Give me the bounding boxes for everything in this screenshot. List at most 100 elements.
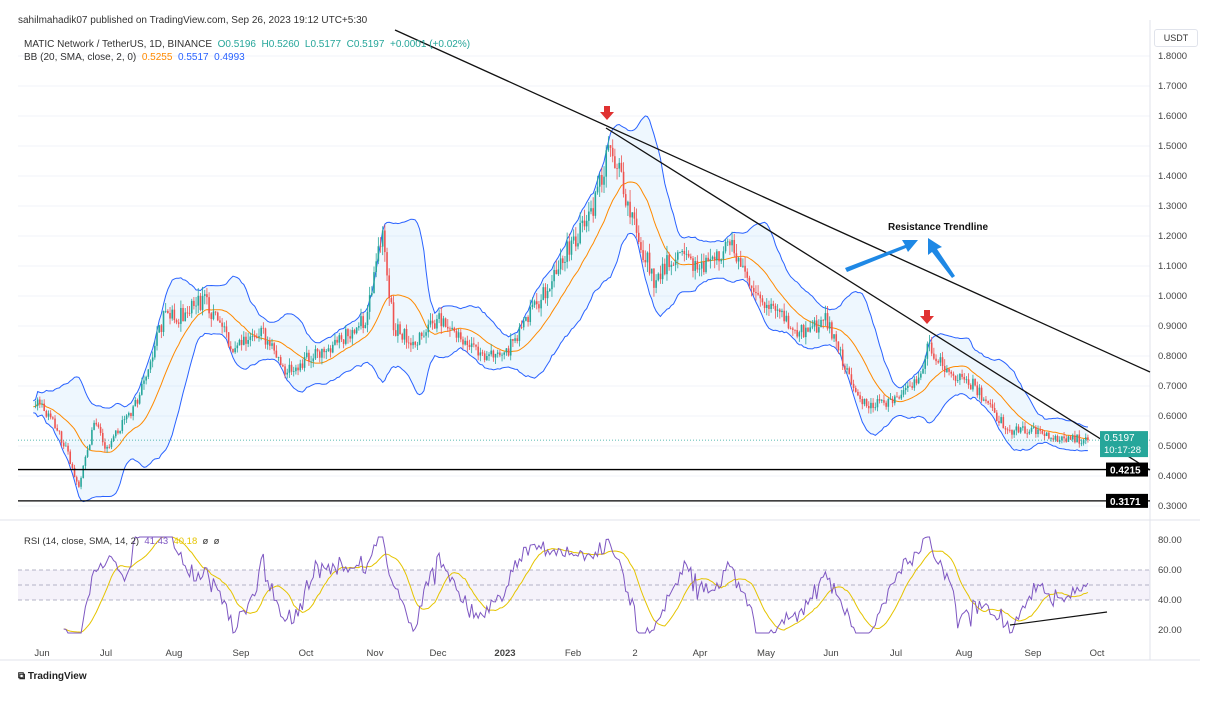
candle-body	[260, 327, 262, 337]
candle-body	[436, 318, 438, 329]
rsi-label[interactable]: RSI (14, close, SMA, 14, 2)	[24, 536, 140, 547]
candle-body	[865, 398, 868, 407]
candle-body	[876, 399, 879, 408]
price-tick-label: 1.4000	[1158, 171, 1187, 182]
candle-body	[540, 299, 542, 309]
candle-body	[392, 302, 395, 331]
candle-body	[379, 246, 382, 248]
candle-body	[564, 261, 566, 263]
candle-body	[162, 311, 165, 332]
candle-body	[525, 316, 527, 321]
candle-body	[93, 422, 95, 430]
candle-body	[75, 477, 78, 482]
price-tick-label: 0.8000	[1158, 351, 1187, 362]
candle-body	[195, 305, 197, 307]
price-tick-label: 0.5000	[1158, 441, 1187, 452]
time-tick-label: Jul	[100, 648, 112, 659]
candle-body	[507, 348, 510, 356]
candle-body	[794, 329, 796, 331]
candle-body	[368, 295, 371, 312]
candle-body	[670, 264, 673, 267]
candle-body	[290, 364, 293, 372]
candle-body	[214, 311, 217, 313]
candle-body	[206, 294, 208, 298]
candle-body	[716, 251, 718, 261]
candle-body	[618, 162, 621, 169]
candle-body	[475, 344, 477, 347]
candle-body	[594, 192, 597, 216]
candle-body	[703, 262, 705, 273]
price-tick-label: 1.7000	[1158, 81, 1187, 92]
candle-body	[62, 442, 65, 447]
candle-body	[852, 383, 855, 388]
candle-body	[264, 328, 267, 345]
candle-body	[477, 346, 479, 356]
candle-body	[1035, 427, 1037, 435]
candle-body	[253, 335, 256, 338]
candle-body	[188, 312, 191, 314]
bb-label[interactable]: BB (20, SMA, close, 2, 0)	[24, 52, 137, 63]
symbol-name[interactable]: MATIC Network / TetherUS, 1D, BINANCE	[24, 39, 213, 50]
candle-body	[844, 365, 846, 370]
candle-body	[99, 426, 102, 433]
candle-body	[711, 256, 714, 259]
candle-body	[694, 261, 696, 271]
candle-body	[579, 222, 581, 244]
candle-body	[755, 291, 757, 294]
candle-body	[1019, 427, 1022, 433]
candle-body	[373, 272, 375, 294]
candle-body	[813, 320, 816, 327]
level-tag	[1106, 462, 1148, 477]
candle-body	[805, 327, 807, 338]
rsi-tick-label: 80.00	[1158, 535, 1182, 546]
bb-upper-value: 0.5517	[177, 52, 209, 63]
candle-body	[644, 259, 647, 263]
candle-body	[247, 339, 249, 344]
candle-body	[464, 340, 466, 345]
candle-body	[566, 241, 568, 262]
candle-body	[390, 298, 393, 303]
candle-body	[642, 250, 644, 260]
candle-body	[878, 399, 881, 401]
candle-body	[954, 375, 957, 381]
candle-body	[1058, 440, 1061, 442]
currency-button[interactable]: USDT	[1154, 29, 1198, 47]
candle-body	[1050, 438, 1052, 439]
candle-body	[857, 391, 859, 396]
candle-body	[171, 309, 173, 319]
ohlc-high: H0.5260	[261, 39, 300, 50]
candle-body	[151, 357, 154, 362]
candle-body	[138, 394, 141, 404]
candle-body	[998, 421, 1000, 424]
candle-body	[555, 269, 558, 275]
candle-body	[236, 345, 239, 349]
candle-body	[34, 406, 37, 407]
candle-body	[700, 262, 703, 269]
candle-body	[416, 344, 419, 346]
candle-body	[781, 310, 783, 313]
candle-body	[190, 300, 193, 314]
candle-body	[820, 319, 822, 328]
candle-body	[1026, 433, 1028, 435]
candle-body	[516, 338, 519, 342]
candle-body	[58, 430, 61, 432]
candle-body	[872, 402, 874, 408]
candle-body	[824, 313, 827, 321]
candle-body	[427, 324, 430, 333]
price-tick-label: 1.6000	[1158, 111, 1187, 122]
candle-body	[611, 147, 614, 157]
candle-body	[529, 306, 532, 323]
candle-body	[216, 312, 219, 321]
candles	[34, 136, 1089, 490]
time-tick-label: Sep	[1025, 648, 1042, 659]
candle-body	[1052, 438, 1055, 440]
time-tick-label: Oct	[1090, 648, 1105, 659]
candle-body	[251, 335, 254, 337]
ohlc-low: L0.5177	[304, 39, 342, 50]
candle-body	[989, 403, 992, 405]
candle-body	[334, 339, 336, 345]
candle-body	[681, 251, 683, 253]
candle-body	[739, 257, 742, 267]
candle-body	[835, 334, 838, 342]
